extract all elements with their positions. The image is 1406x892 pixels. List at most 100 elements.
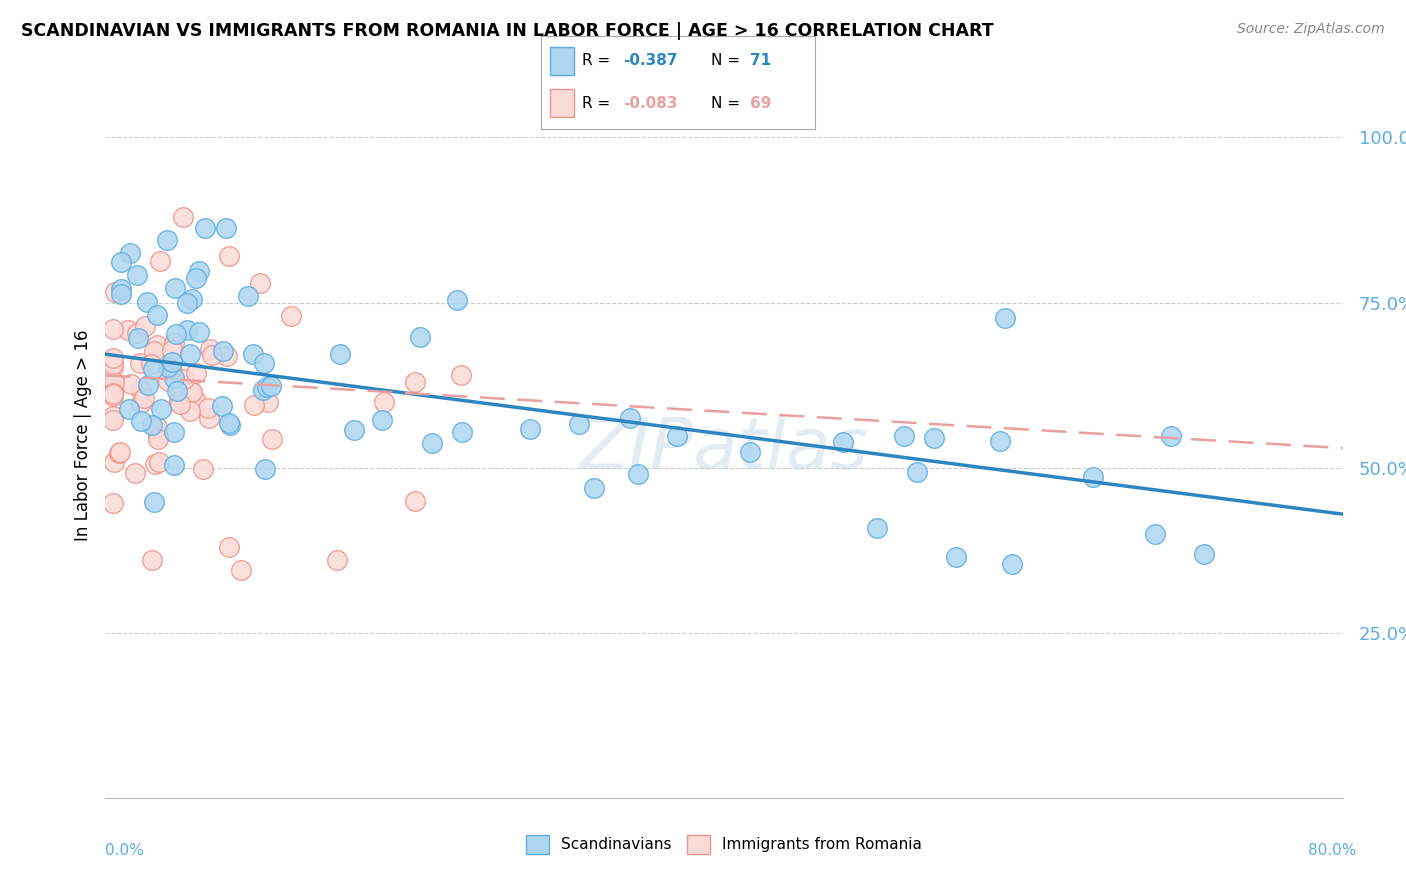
Bar: [550, 47, 574, 75]
Point: [108, 445, 131, 459]
Point: [201, 348, 224, 362]
Point: [162, 368, 184, 382]
Point: [194, 220, 217, 235]
Text: ZIPatlas: ZIPatlas: [579, 415, 869, 483]
Point: [197, 401, 219, 415]
Point: [176, 323, 198, 337]
Point: [197, 411, 219, 425]
Point: [420, 436, 443, 450]
Point: [162, 343, 184, 357]
Point: [103, 359, 124, 374]
Point: [371, 413, 394, 427]
Point: [198, 342, 221, 356]
Point: [184, 392, 207, 406]
Text: N =: N =: [711, 54, 745, 69]
Text: Source: ZipAtlas.com: Source: ZipAtlas.com: [1237, 22, 1385, 37]
Point: [253, 356, 276, 370]
Point: [125, 326, 148, 341]
Point: [446, 293, 468, 308]
Point: [163, 425, 186, 440]
Point: [409, 330, 432, 344]
Point: [165, 327, 187, 342]
Point: [103, 386, 125, 401]
Point: [145, 420, 167, 434]
Point: [103, 357, 124, 371]
Point: [326, 553, 349, 567]
Point: [373, 394, 395, 409]
Point: [280, 309, 302, 323]
Point: [120, 376, 142, 391]
Point: [104, 285, 127, 299]
Text: 69: 69: [749, 95, 770, 111]
Point: [173, 372, 195, 386]
Text: R =: R =: [582, 95, 616, 111]
Point: [138, 378, 160, 392]
Point: [252, 383, 274, 397]
Text: 71: 71: [749, 54, 770, 69]
Point: [150, 402, 173, 417]
Point: [143, 457, 166, 471]
Text: -0.083: -0.083: [624, 95, 678, 111]
Point: [103, 321, 124, 335]
Point: [163, 336, 186, 351]
Point: [103, 389, 124, 403]
Point: [162, 368, 184, 382]
Point: [249, 276, 271, 290]
Point: [1144, 527, 1167, 541]
Point: [167, 393, 190, 408]
Point: [134, 391, 156, 405]
Point: [215, 220, 238, 235]
Point: [619, 411, 641, 425]
Point: [157, 359, 180, 374]
Point: [1192, 547, 1215, 561]
Text: -0.387: -0.387: [624, 54, 678, 69]
Point: [141, 553, 163, 567]
Point: [256, 380, 278, 394]
Point: [450, 368, 472, 383]
Point: [176, 296, 198, 310]
Point: [163, 458, 186, 473]
Point: [404, 375, 426, 389]
Point: [127, 331, 149, 345]
Point: [160, 362, 183, 376]
Point: [924, 431, 946, 445]
Point: [1083, 470, 1105, 484]
Point: [945, 549, 967, 564]
Point: [740, 445, 762, 459]
Point: [160, 355, 183, 369]
Point: [142, 344, 165, 359]
Point: [124, 467, 146, 481]
Point: [103, 413, 124, 427]
Point: [229, 563, 252, 577]
Point: [142, 495, 165, 509]
Point: [165, 281, 187, 295]
Point: [451, 425, 474, 440]
Point: [110, 287, 132, 301]
Point: [103, 386, 124, 401]
Point: [162, 371, 184, 385]
Point: [519, 422, 541, 436]
Text: N =: N =: [711, 95, 745, 111]
Point: [329, 347, 352, 361]
Point: [110, 282, 132, 296]
Point: [343, 423, 366, 437]
Point: [188, 326, 211, 340]
Point: [242, 347, 264, 361]
Text: R =: R =: [582, 54, 616, 69]
Point: [215, 349, 238, 363]
Point: [188, 264, 211, 278]
Text: SCANDINAVIAN VS IMMIGRANTS FROM ROMANIA IN LABOR FORCE | AGE > 16 CORRELATION CH: SCANDINAVIAN VS IMMIGRANTS FROM ROMANIA …: [21, 22, 994, 40]
Point: [238, 288, 260, 302]
Point: [179, 347, 201, 361]
Point: [103, 409, 124, 423]
Point: [103, 383, 124, 397]
Point: [103, 496, 124, 510]
Point: [257, 395, 280, 409]
Text: 80.0%: 80.0%: [1309, 843, 1357, 858]
Point: [219, 418, 242, 433]
Point: [260, 432, 283, 446]
Point: [148, 455, 170, 469]
Point: [583, 481, 606, 495]
Point: [218, 249, 240, 263]
Point: [141, 417, 163, 432]
